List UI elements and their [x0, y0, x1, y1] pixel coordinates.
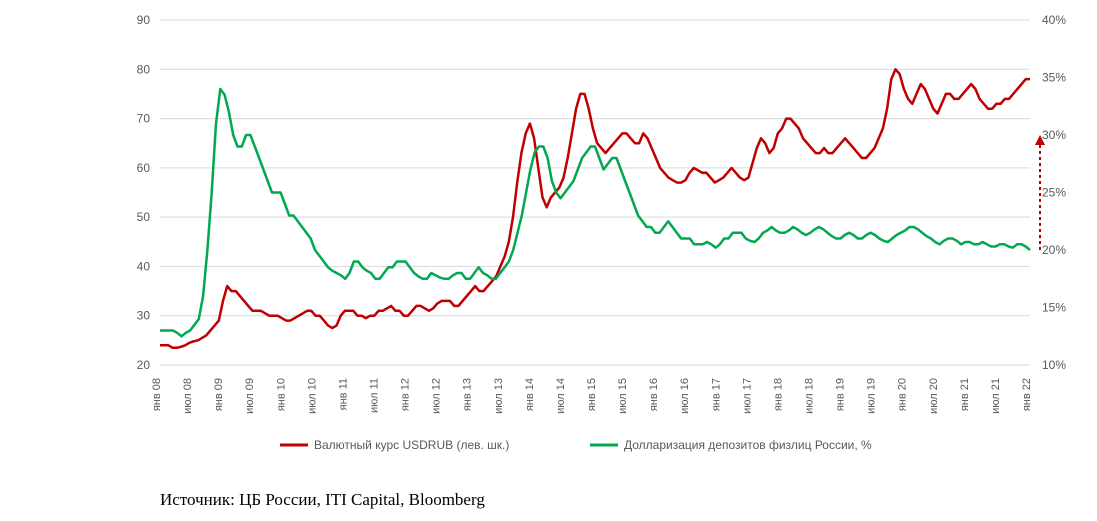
x-axis-tick: июл 16: [679, 378, 691, 414]
x-axis-tick: июл 11: [369, 378, 381, 413]
x-axis-tick: янв 10: [275, 378, 287, 411]
x-axis-tick: июл 19: [866, 378, 878, 414]
left-axis-tick: 90: [137, 13, 151, 27]
x-axis-tick: июл 10: [306, 378, 318, 414]
right-axis-tick: 35%: [1042, 71, 1066, 85]
svg-text:янв 22: янв 22: [1021, 378, 1033, 411]
series-dollarization: [160, 89, 1030, 336]
x-axis-tick: янв 15: [586, 378, 598, 411]
right-axis-tick: 30%: [1042, 128, 1066, 142]
x-axis-tick: янв 18: [772, 378, 784, 411]
x-axis-tick: янв 12: [400, 378, 412, 411]
source-caption: Источник: ЦБ России, ITI Capital, Bloomb…: [160, 490, 485, 510]
x-axis-tick: янв 13: [462, 378, 474, 411]
svg-text:янв 14: янв 14: [524, 378, 536, 411]
svg-text:июл 10: июл 10: [306, 378, 318, 414]
svg-text:янв 15: янв 15: [586, 378, 598, 411]
x-axis-tick: янв 16: [648, 378, 660, 411]
svg-text:июл 08: июл 08: [182, 378, 194, 414]
svg-text:янв 12: янв 12: [400, 378, 412, 411]
x-axis-tick: июл 21: [990, 378, 1002, 414]
svg-text:июл 11: июл 11: [369, 378, 381, 413]
x-axis-tick: июл 08: [182, 378, 194, 414]
series-usdrub: [160, 69, 1030, 348]
svg-text:июл 09: июл 09: [244, 378, 256, 414]
x-axis-tick: янв 17: [710, 378, 722, 411]
svg-text:янв 11: янв 11: [337, 378, 349, 410]
svg-text:янв 16: янв 16: [648, 378, 660, 411]
left-axis-tick: 60: [137, 161, 151, 175]
chart-svg: 20 30 40 50 60 70 80 90 10% 15% 20% 25% 30% 35% 40% янв…: [0, 0, 1097, 521]
left-axis-tick: 80: [137, 62, 151, 76]
svg-text:июл 12: июл 12: [431, 378, 443, 414]
right-axis-tick: 15%: [1042, 301, 1066, 315]
x-axis-tick: июл 09: [244, 378, 256, 414]
x-axis-tick: июл 18: [804, 378, 816, 414]
left-axis-tick: 40: [137, 259, 151, 273]
x-axis-tick: янв 09: [213, 378, 225, 411]
x-axis-tick: июл 17: [741, 378, 753, 414]
x-axis-tick: янв 19: [835, 378, 847, 411]
svg-text:июл 19: июл 19: [866, 378, 878, 414]
legend-label-dollarization: Долларизация депозитов физлиц России, %: [624, 438, 872, 452]
left-axis-tick: 50: [137, 210, 151, 224]
x-axis-tick: янв 11: [337, 378, 349, 410]
legend-label-usdrub: Валютный курс USDRUB (лев. шк.): [314, 438, 509, 452]
svg-text:янв 19: янв 19: [835, 378, 847, 411]
svg-text:июл 21: июл 21: [990, 378, 1002, 414]
left-axis-tick: 70: [137, 112, 151, 126]
svg-text:июл 20: июл 20: [928, 378, 940, 414]
svg-text:июл 16: июл 16: [679, 378, 691, 414]
svg-text:янв 10: янв 10: [275, 378, 287, 411]
x-axis-tick: янв 08: [151, 378, 163, 411]
svg-text:июл 18: июл 18: [804, 378, 816, 414]
svg-text:янв 21: янв 21: [959, 378, 971, 411]
right-axis-tick: 40%: [1042, 13, 1066, 27]
x-axis-tick: июл 12: [431, 378, 443, 414]
svg-text:июл 15: июл 15: [617, 378, 629, 414]
svg-text:янв 17: янв 17: [710, 378, 722, 411]
x-axis-tick: июл 15: [617, 378, 629, 414]
svg-text:янв 09: янв 09: [213, 378, 225, 411]
svg-text:янв 08: янв 08: [151, 378, 163, 411]
right-axis-tick: 25%: [1042, 186, 1066, 200]
x-axis-tick: янв 14: [524, 378, 536, 411]
svg-text:июл 17: июл 17: [741, 378, 753, 414]
svg-text:янв 18: янв 18: [772, 378, 784, 411]
right-axis-tick: 10%: [1042, 358, 1066, 372]
x-axis-tick: янв 22: [1021, 378, 1033, 411]
svg-text:янв 20: янв 20: [897, 378, 909, 411]
right-axis-tick: 20%: [1042, 243, 1066, 257]
left-axis-tick: 30: [137, 309, 151, 323]
left-axis-tick: 20: [137, 358, 151, 372]
x-axis-tick: янв 21: [959, 378, 971, 411]
x-axis-tick: июл 13: [493, 378, 505, 414]
chart-container: 20 30 40 50 60 70 80 90 10% 15% 20% 25% 30% 35% 40% янв…: [0, 0, 1097, 521]
x-axis-tick: июл 20: [928, 378, 940, 414]
x-axis-tick: июл 14: [555, 378, 567, 414]
x-axis-tick: янв 20: [897, 378, 909, 411]
svg-text:июл 13: июл 13: [493, 378, 505, 414]
svg-text:янв 13: янв 13: [462, 378, 474, 411]
svg-text:июл 14: июл 14: [555, 378, 567, 414]
